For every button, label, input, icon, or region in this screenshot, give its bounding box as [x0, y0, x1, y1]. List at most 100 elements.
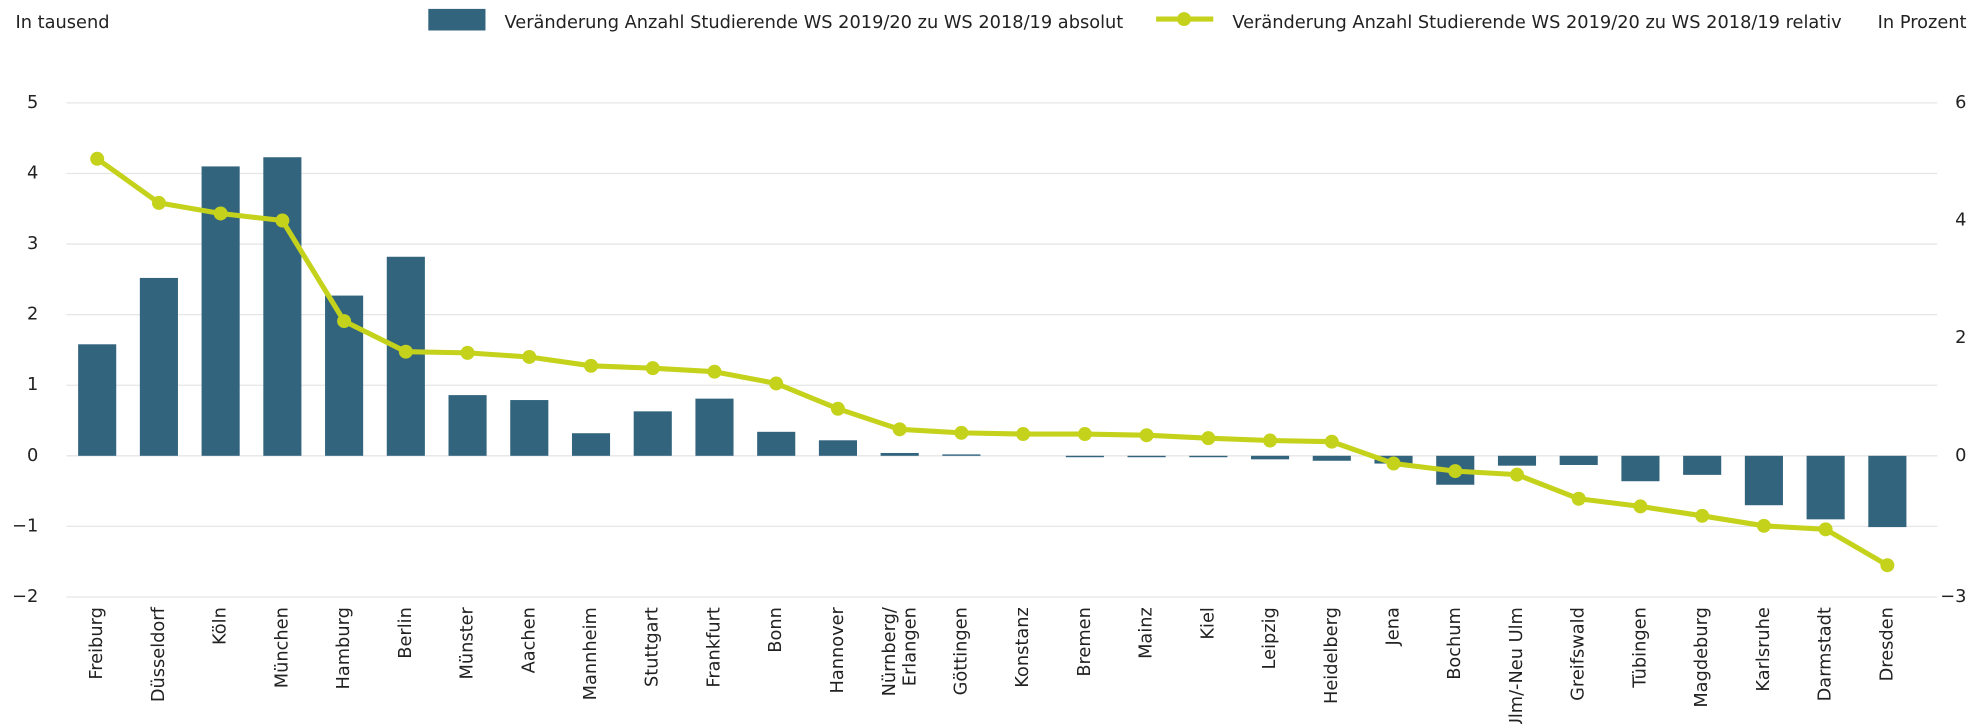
line-point — [1448, 464, 1463, 479]
y-tick-label: 0 — [27, 445, 38, 466]
y-tick-label: 1 — [27, 374, 38, 395]
x-tick-label: Bremen — [1074, 607, 1095, 677]
x-tick-label: Greifswald — [1568, 607, 1589, 701]
x-tick-label: Bonn — [765, 607, 786, 653]
y-axis-label: In tausend — [16, 12, 110, 33]
line-point — [1509, 467, 1524, 482]
line-point — [1386, 456, 1401, 471]
x-tick-label: Konstanz — [1012, 607, 1033, 688]
x-tick-label: Berlin — [395, 607, 416, 659]
x-tick-label: Mannheim — [580, 607, 601, 700]
x-tick-label: Tübingen — [1629, 607, 1650, 689]
bar — [1251, 455, 1290, 460]
bar — [1683, 455, 1722, 475]
line-point — [1324, 434, 1339, 449]
line-point — [337, 314, 352, 329]
line-point — [1571, 491, 1586, 506]
legend-label: Veränderung Anzahl Studierende WS 2019/2… — [505, 12, 1124, 33]
line-point — [275, 213, 290, 228]
bar — [1497, 455, 1537, 466]
bar — [1189, 455, 1228, 458]
y-tick-label: 3 — [27, 233, 38, 254]
bar — [510, 400, 549, 456]
x-tick-label: Köln — [210, 607, 231, 645]
x-tick-label: Freiburg — [86, 607, 107, 680]
x-tick-label: Münster — [457, 606, 478, 679]
bar — [880, 452, 919, 456]
line-point — [522, 350, 537, 364]
x-tick-label: Hamburg — [333, 607, 354, 689]
x-tick-label: Dresden — [1876, 607, 1897, 681]
y2-axis-label: In Prozent — [1878, 12, 1967, 33]
x-tick-label: Nürnberg/Erlangen — [879, 607, 920, 696]
bar — [1744, 455, 1783, 506]
legend-swatch — [1177, 12, 1192, 27]
bar — [263, 157, 302, 456]
line-point — [213, 206, 228, 221]
x-tick-label: Göttingen — [950, 607, 971, 695]
y2-tick-label: −3 — [1940, 586, 1966, 607]
y-tick-label: 4 — [27, 162, 38, 183]
line-point — [1139, 428, 1154, 443]
line-point — [584, 358, 599, 373]
x-tick-label: München — [271, 607, 292, 688]
bar — [695, 398, 734, 456]
bar — [1065, 455, 1104, 458]
bar — [78, 344, 117, 456]
line-point — [830, 401, 845, 416]
x-tick-label: Karlsruhe — [1753, 607, 1774, 691]
bar — [1868, 455, 1907, 528]
bar — [139, 277, 178, 456]
x-tick-label: Stuttgart — [642, 607, 663, 687]
bar — [1621, 455, 1660, 482]
bar — [448, 395, 487, 456]
y-tick-label: −1 — [12, 515, 38, 536]
line-point — [1633, 499, 1648, 514]
line-point — [398, 344, 413, 359]
bar — [818, 440, 857, 456]
y-tick-label: 5 — [27, 92, 38, 113]
x-tick-label: Ulm/-Neu Ulm — [1506, 607, 1527, 724]
line-point — [1016, 427, 1031, 442]
line-point — [892, 422, 907, 437]
y2-tick-label: 4 — [1955, 210, 1966, 231]
x-tick-label: Hannover — [827, 606, 848, 693]
y2-tick-label: 6 — [1955, 92, 1966, 113]
x-tick-label: Darmstadt — [1815, 607, 1836, 701]
x-tick-label: Mainz — [1136, 607, 1157, 659]
line-point — [1263, 433, 1278, 448]
x-tick-label: Bochum — [1444, 607, 1465, 680]
x-tick-label: Kiel — [1197, 607, 1218, 639]
line — [95, 156, 1889, 568]
x-tick-label: Düsseldorf — [148, 606, 169, 702]
line-point — [460, 345, 475, 360]
x-tick-label: Leipzig — [1259, 607, 1280, 669]
line-point — [645, 361, 660, 376]
line-point — [1756, 518, 1771, 533]
x-tick-label: Aachen — [518, 607, 539, 673]
line-point — [151, 195, 166, 210]
legend-label: Veränderung Anzahl Studierende WS 2019/2… — [1232, 12, 1841, 33]
bar — [1127, 455, 1166, 458]
line-point — [1695, 508, 1710, 523]
x-tick-label: Magdeburg — [1691, 607, 1712, 708]
x-tick-label: Jena — [1383, 607, 1404, 646]
line-point — [1818, 522, 1833, 537]
line-point — [1077, 427, 1092, 442]
bar — [571, 433, 611, 456]
line-point — [1201, 431, 1216, 446]
line-point — [707, 364, 722, 379]
bar — [757, 431, 796, 456]
y-tick-label: −2 — [12, 586, 38, 607]
bar — [1312, 455, 1351, 461]
line-point — [90, 151, 105, 166]
line-point — [1880, 558, 1895, 573]
x-tick-label: Frankfurt — [703, 607, 724, 687]
bar — [942, 454, 981, 456]
bar — [1559, 455, 1598, 465]
bar — [633, 411, 672, 456]
line-point — [954, 425, 969, 440]
line-point — [769, 376, 784, 391]
x-tick-label: Heidelberg — [1321, 607, 1342, 704]
